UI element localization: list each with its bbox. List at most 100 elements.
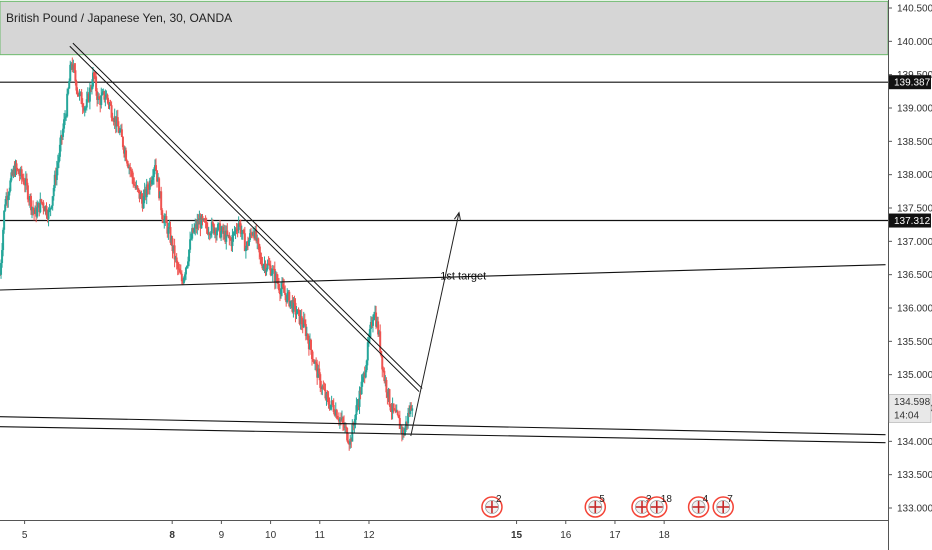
candle-body [374, 312, 377, 315]
candle-body [214, 229, 217, 236]
candle-body [218, 223, 221, 225]
candle-body [322, 386, 325, 389]
candle-body [284, 292, 287, 295]
candle-body [304, 323, 307, 337]
candle-body [78, 92, 81, 97]
resistance-zone [0, 0, 889, 56]
candle-body [301, 324, 304, 328]
time-tick-label: 16 [560, 530, 572, 541]
candle-body [278, 290, 281, 295]
candle-body [258, 244, 261, 253]
candle-body [107, 99, 110, 105]
candle-body [93, 72, 96, 77]
economic-event-icon[interactable]: 5 [584, 494, 607, 518]
candle-body [367, 338, 370, 343]
candle-body [88, 87, 91, 102]
candle-body [253, 232, 256, 239]
candle-body [266, 263, 269, 269]
candle-body [195, 224, 198, 229]
candle-body [110, 105, 113, 118]
candle-body [409, 405, 412, 415]
candle-body [45, 206, 48, 216]
candle-body [147, 188, 150, 190]
candle-body [372, 314, 375, 321]
price-axis[interactable]: 140.500140.000139.500139.000138.500138.0… [888, 0, 932, 550]
trendline [69, 45, 420, 392]
candle-body [140, 194, 143, 200]
candle-body [71, 63, 74, 70]
candle-body [168, 227, 171, 229]
candle-body [53, 174, 56, 188]
candle-body [163, 218, 166, 224]
candle-body [193, 228, 196, 233]
target-arrow-head [453, 211, 461, 221]
candle-body [341, 418, 344, 424]
candle-body [173, 245, 176, 260]
candle-body [358, 390, 361, 407]
candle-body [180, 273, 183, 282]
candle-body [138, 189, 141, 199]
candle-body [229, 238, 232, 240]
candle-body [332, 405, 335, 412]
candle-body [271, 268, 274, 274]
candle-body [46, 215, 49, 219]
candle-body [263, 263, 266, 266]
candle-body [330, 400, 333, 405]
candle-body [191, 228, 194, 239]
time-tick-label: 18 [659, 530, 671, 541]
price-tick-label: 133.500 [897, 470, 932, 481]
candle-body [321, 386, 324, 389]
candle-body [236, 229, 239, 231]
candle-body [119, 129, 122, 131]
candle-body [24, 178, 27, 186]
candle-body [313, 360, 316, 364]
trendline [0, 426, 886, 444]
candle-body [204, 221, 207, 223]
economic-event-icon[interactable]: 4 [687, 494, 710, 518]
candle-body [390, 410, 393, 413]
candle-body [4, 204, 7, 211]
candle-body [391, 403, 394, 413]
candle-body [400, 426, 403, 434]
candle-body [353, 424, 356, 426]
candle-body [254, 229, 257, 239]
candle-body [164, 216, 167, 219]
candle-body [286, 293, 289, 303]
candle-body [68, 80, 71, 89]
candle-body [83, 107, 86, 111]
annotation-label: 1st target [440, 270, 486, 282]
horizontal-lines-layer [0, 81, 888, 222]
candle-body [77, 92, 80, 97]
time-tick-label: 9 [219, 530, 225, 541]
candle-body [187, 261, 190, 266]
candle-body [267, 263, 270, 265]
candle-body [55, 168, 58, 181]
candle-body [237, 222, 240, 230]
candle-body [37, 202, 40, 208]
candle-body [272, 268, 275, 270]
candle-body [339, 418, 342, 420]
candle-body [300, 316, 303, 325]
candle-body [255, 229, 258, 242]
time-axis[interactable]: 5 8 9 10 11 12 15 16 17 18 [0, 520, 888, 550]
economic-event-icon[interactable]: 18 [646, 494, 673, 518]
candle-body [336, 418, 339, 420]
economic-event-icon[interactable]: 7 [712, 494, 734, 518]
candle-body [386, 392, 389, 398]
candle-body [74, 70, 77, 81]
candle-body [132, 177, 135, 185]
candle-body [76, 90, 79, 93]
candle-body [167, 227, 170, 234]
candle-body [355, 405, 358, 415]
economic-event-icon[interactable]: 2 [481, 494, 503, 518]
candle-body [56, 162, 59, 169]
candle-body [32, 207, 35, 211]
candle-body [408, 412, 411, 415]
candle-body [194, 224, 197, 229]
candle-body [362, 372, 365, 377]
candle-body [29, 196, 32, 211]
candle-body [149, 180, 152, 185]
candle-body [178, 268, 181, 273]
